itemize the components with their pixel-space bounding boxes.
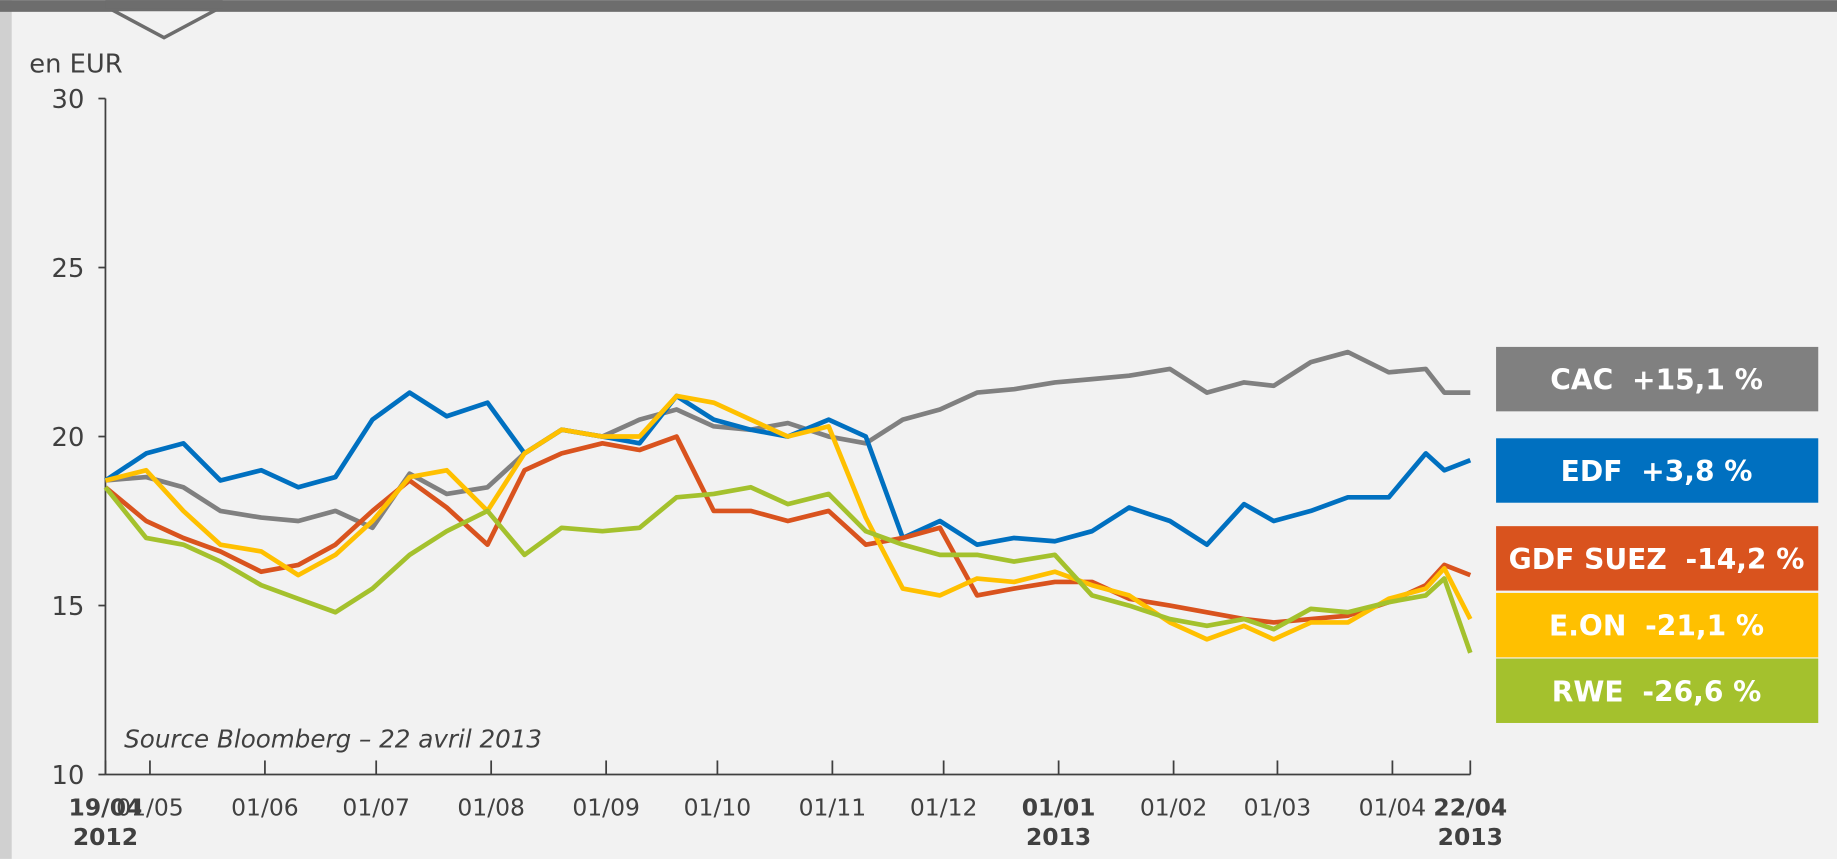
y-tick-label: 25 — [52, 254, 85, 284]
x-tick-label: 22/04 2013 — [1433, 794, 1507, 851]
legend-label: EDF +3,8 % — [1561, 455, 1753, 488]
header-bar-cover — [105, 0, 223, 9]
legend-change: +3,8 % — [1641, 455, 1752, 488]
y-tick-label: 10 — [52, 761, 85, 791]
legend-label: RWE -26,6 % — [1552, 675, 1762, 708]
legend-name: CAC — [1550, 364, 1613, 397]
x-tick-label: 01/10 — [684, 794, 752, 822]
y-tick-label: 15 — [52, 592, 85, 622]
line-series — [104, 390, 1472, 548]
line-series — [103, 434, 1472, 625]
y-tick-label: 30 — [52, 85, 85, 115]
x-tick-label: 01/02 — [1140, 794, 1208, 822]
legend-name: RWE — [1552, 675, 1624, 708]
x-tick-label: 01/11 — [799, 794, 867, 822]
header-bar — [0, 0, 1837, 12]
x-tick-label: 01/06 — [231, 794, 299, 822]
x-tick-label: 01/01 2013 — [1022, 794, 1096, 851]
line-series — [104, 393, 1473, 642]
y-axis-label: en EUR — [29, 50, 123, 80]
x-tick-label: 01/09 — [572, 794, 640, 822]
legend-label: CAC +15,1 % — [1550, 364, 1763, 397]
legend-box — [1496, 346, 1819, 412]
legend-box — [1496, 526, 1819, 591]
left-border — [0, 0, 12, 859]
x-tick-label: 01/04 — [1359, 794, 1427, 822]
y-tick-label: 20 — [52, 423, 85, 453]
legend-label: E.ON -21,1 % — [1549, 610, 1764, 643]
legend-change: -14,2 % — [1685, 543, 1804, 576]
line-series — [103, 484, 1473, 654]
legend-box — [1496, 658, 1819, 723]
legend-name: GDF SUEZ — [1509, 543, 1667, 576]
x-tick-label: 19/04 2012 — [69, 794, 143, 851]
x-tick-label: 01/05 — [116, 794, 184, 822]
x-tick-label: 01/07 — [342, 794, 410, 822]
legend-name: EDF — [1561, 455, 1623, 488]
x-tick-label: 01/08 — [457, 794, 524, 822]
legend-change: -26,6 % — [1642, 675, 1761, 708]
legend-change: +15,1 % — [1632, 364, 1763, 397]
legend-box — [1496, 592, 1819, 658]
legend-label: GDF SUEZ -14,2 % — [1509, 543, 1805, 576]
source-note: Source Bloomberg – 22 avril 2013 — [124, 725, 542, 754]
header-notch — [110, 7, 218, 40]
legend-name: E.ON — [1549, 610, 1626, 643]
legend-box — [1496, 438, 1819, 503]
x-tick-label: 01/03 — [1244, 794, 1312, 822]
legend-change: -21,1 % — [1645, 610, 1764, 643]
x-tick-label: 01/12 — [910, 794, 978, 822]
